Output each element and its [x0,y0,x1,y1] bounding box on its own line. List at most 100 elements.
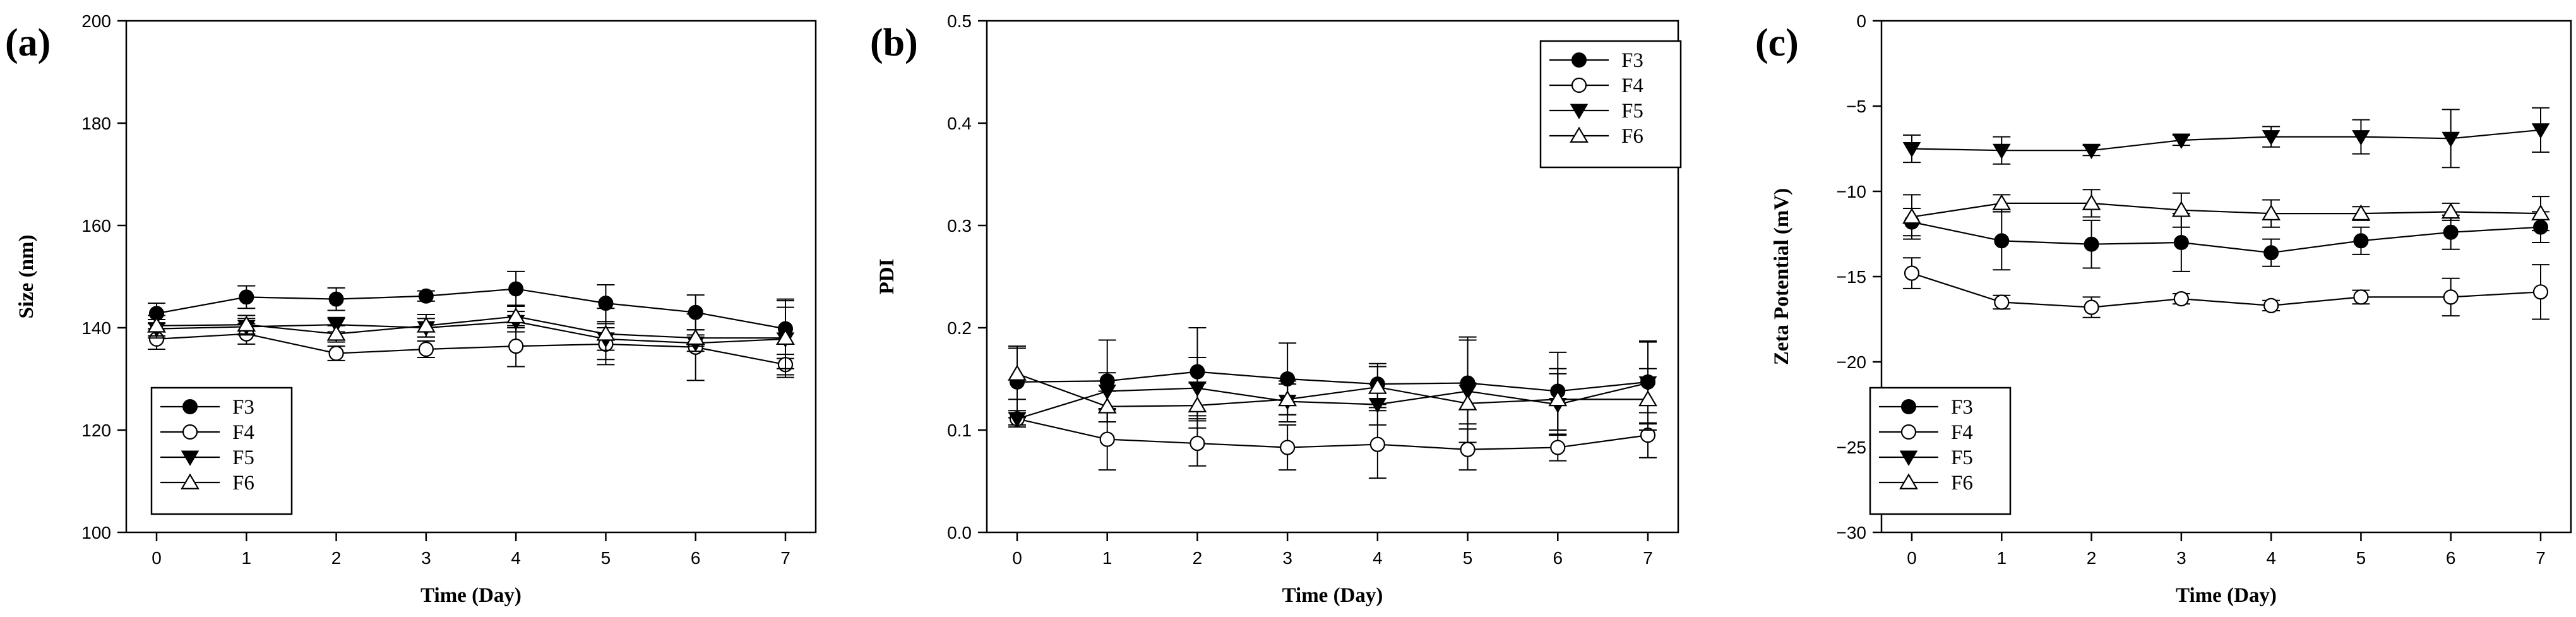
data-point [2171,201,2191,217]
data-point [2442,131,2460,148]
x-tick-label: 3 [1282,548,1292,568]
x-tick-label: 5 [601,548,611,568]
panel-label: (c) [1755,21,1799,64]
legend-label: F6 [232,472,254,494]
data-point [1548,390,1568,407]
data-point [508,281,524,297]
data-point [596,325,616,341]
data-point [1460,441,1476,457]
y-tick-label: 0.3 [947,216,972,236]
y-axis-title: PDI [876,259,898,295]
data-point [1190,435,1205,452]
data-point [1992,143,2011,160]
data-point [2353,289,2369,305]
data-point [2082,143,2101,160]
data-point [237,315,256,332]
data-point [1188,396,1207,412]
panel-pdi-chart: (b) 0.0 0.1 0.2 0.3 0.4 0.5 0 1 2 3 4 5 6 7 Time (Day) P… [870,11,1682,607]
legend-box [150,386,293,515]
legend-label: F4 [1951,421,1973,444]
legend-item: F6 [1549,125,1643,148]
x-tick-label: 7 [1643,548,1653,568]
series-line [156,316,785,339]
legend-item: F3 [160,396,254,419]
legend-item: F3 [1879,396,1973,419]
x-tick-label: 4 [1373,548,1383,568]
y-tick-label: 0 [1856,11,1866,31]
x-tick-label: 7 [2536,548,2546,568]
data-point [1994,233,2010,249]
x-tick-label: 5 [1463,548,1473,568]
data-point [2262,130,2281,146]
legend-marker [1901,399,1916,414]
x-tick-label: 6 [691,548,701,568]
data-point [2084,299,2099,315]
data-point [508,338,524,354]
data-point [326,325,346,341]
data-point [2173,291,2189,307]
series-f6 [147,304,795,369]
y-tick-label: −25 [1837,438,1867,457]
series-line [1911,129,2541,152]
data-point [2353,233,2369,249]
y-tick-label: 120 [81,421,111,440]
y-tick-label: −30 [1837,523,1867,542]
legend-marker [1900,424,1917,440]
legend-item: F5 [1549,100,1643,123]
legend-label: F4 [232,421,254,444]
panel-zeta-chart: (c) −30 −25 −20 −15 −10 −5 0 0 1 2 3 4 5 6 7 Time (Day) Z… [1755,11,2572,607]
data-point [418,288,434,304]
series-f5 [1902,107,2550,169]
x-axis-title: Time (Day) [2176,584,2277,607]
plot-frame [986,20,1679,534]
data-point [1992,194,2012,210]
data-point [239,289,254,305]
y-tick-label: 0.4 [947,114,972,133]
legend-marker [181,473,200,489]
legend-label: F5 [232,446,254,469]
series-f4 [1008,407,1657,479]
legend-marker [1899,473,1918,489]
y-tick-label: −15 [1837,267,1867,287]
data-point [147,316,166,333]
data-point [1008,412,1027,428]
series-line [1017,382,1649,420]
x-tick-label: 3 [421,548,431,568]
data-point [2531,204,2550,220]
data-point [2262,204,2281,220]
x-tick-label: 4 [511,548,521,568]
data-point [1902,142,1921,158]
data-point [2532,284,2549,300]
series-line [1017,371,1649,392]
series-line [1017,373,1648,407]
x-tick-label: 6 [1553,548,1563,568]
data-point [2173,235,2189,250]
data-point [1097,397,1117,414]
data-point [1278,390,1297,407]
x-tick-label: 2 [1193,548,1203,568]
data-point [2352,130,2370,146]
data-point [1369,436,1385,452]
series-f4 [1903,257,2549,320]
data-point [2084,236,2099,252]
legend-marker [1570,104,1589,119]
x-tick-label: 4 [2266,548,2276,568]
y-tick-label: 200 [81,11,111,31]
x-tick-label: 0 [1012,548,1022,568]
data-point [328,345,344,361]
panel-label: (b) [870,21,918,64]
legend-label: F3 [1621,49,1643,72]
x-tick-label: 1 [1102,548,1112,568]
x-tick-label: 3 [2176,548,2186,568]
legend-box [1539,40,1682,169]
y-tick-label: −20 [1837,352,1867,372]
y-tick-label: −10 [1837,182,1867,201]
legend-item: F6 [160,472,254,494]
series-line [1017,418,1649,450]
data-point [2531,123,2550,139]
legend-marker [1570,126,1589,143]
x-tick-label: 1 [241,548,251,568]
